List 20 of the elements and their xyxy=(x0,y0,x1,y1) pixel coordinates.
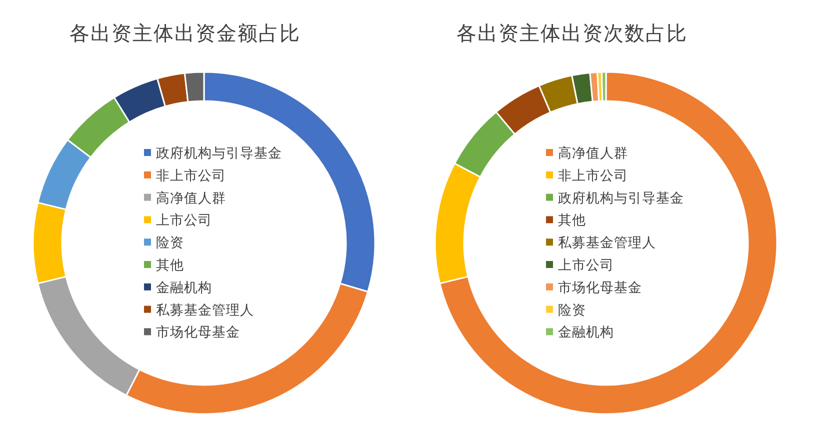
legend-label: 险资 xyxy=(558,302,586,318)
legend-label: 市场化母基金 xyxy=(558,280,642,296)
legend-label: 高净值人群 xyxy=(558,146,628,162)
legend-label: 其他 xyxy=(156,258,184,274)
legend-label: 上市公司 xyxy=(156,212,212,229)
chart-title: 各出资主体出资次数占比 xyxy=(456,21,688,45)
legend-label: 上市公司 xyxy=(558,258,614,274)
legend-label: 私募基金管理人 xyxy=(558,235,656,252)
legend-label: 其他 xyxy=(558,212,586,229)
legend-label: 险资 xyxy=(156,235,184,252)
legend-label: 非上市公司 xyxy=(156,168,226,184)
legend-label: 私募基金管理人 xyxy=(156,302,254,318)
legend-label: 金融机构 xyxy=(558,324,614,341)
chart-title: 各出资主体出资金额占比 xyxy=(70,21,300,45)
legend-label: 高净值人群 xyxy=(156,190,226,206)
legend-label: 非上市公司 xyxy=(558,168,628,184)
legend-label: 政府机构与引导基金 xyxy=(558,190,684,206)
legend-label: 金融机构 xyxy=(156,280,212,296)
legend-label: 市场化母基金 xyxy=(156,324,240,341)
legend-label: 政府机构与引导基金 xyxy=(156,146,282,162)
